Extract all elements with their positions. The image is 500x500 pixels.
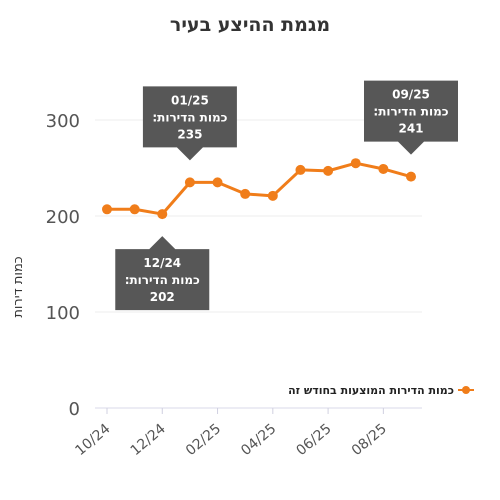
tooltip-value: 235: [177, 127, 202, 141]
data-point: [184, 177, 195, 188]
y-tick-label: 100: [46, 303, 80, 324]
tooltip-box: [115, 236, 210, 311]
data-point: [267, 190, 278, 201]
tooltip-label: כמות הדירות:: [373, 105, 448, 119]
data-point: [350, 158, 361, 169]
data-point: [129, 204, 140, 215]
data-point: [212, 177, 223, 188]
chart-title: מגמת ההיצע בעיר: [169, 14, 331, 36]
tooltip-label: כמות הדירות:: [152, 110, 227, 124]
y-tick-label: 300: [46, 111, 80, 132]
y-tick-label: 0: [69, 399, 80, 420]
tooltip-value: 202: [150, 290, 175, 304]
tooltip-value: 241: [398, 122, 423, 136]
tooltip-box: [364, 80, 458, 155]
data-point: [157, 209, 168, 220]
x-tick-label: 02/25: [183, 421, 224, 459]
x-tick-label: 12/24: [128, 421, 169, 459]
data-point: [102, 204, 112, 215]
x-tick-label: 04/25: [238, 421, 279, 459]
legend-label: כמות הדירות המוצעות בחודש זה: [288, 384, 454, 397]
y-tick-label: 200: [46, 207, 80, 228]
legend-marker: [462, 386, 470, 394]
series-line: [107, 161, 412, 216]
tooltip-label: כמות הדירות:: [125, 273, 200, 287]
data-point: [240, 188, 251, 199]
x-tick-label: 08/25: [349, 421, 390, 459]
data-point: [378, 163, 389, 174]
tooltip-period: 12/24: [143, 256, 181, 270]
tooltip-period: 01/25: [171, 93, 209, 107]
data-point: [295, 164, 306, 175]
y-axis-label: כמות דירות: [11, 256, 26, 317]
x-tick-label: 06/25: [293, 421, 334, 459]
data-point: [323, 165, 334, 176]
x-tick-label: 10/24: [72, 421, 113, 459]
tooltip-box: [142, 86, 237, 161]
data-point: [406, 171, 416, 182]
tooltip-period: 09/25: [392, 88, 430, 102]
